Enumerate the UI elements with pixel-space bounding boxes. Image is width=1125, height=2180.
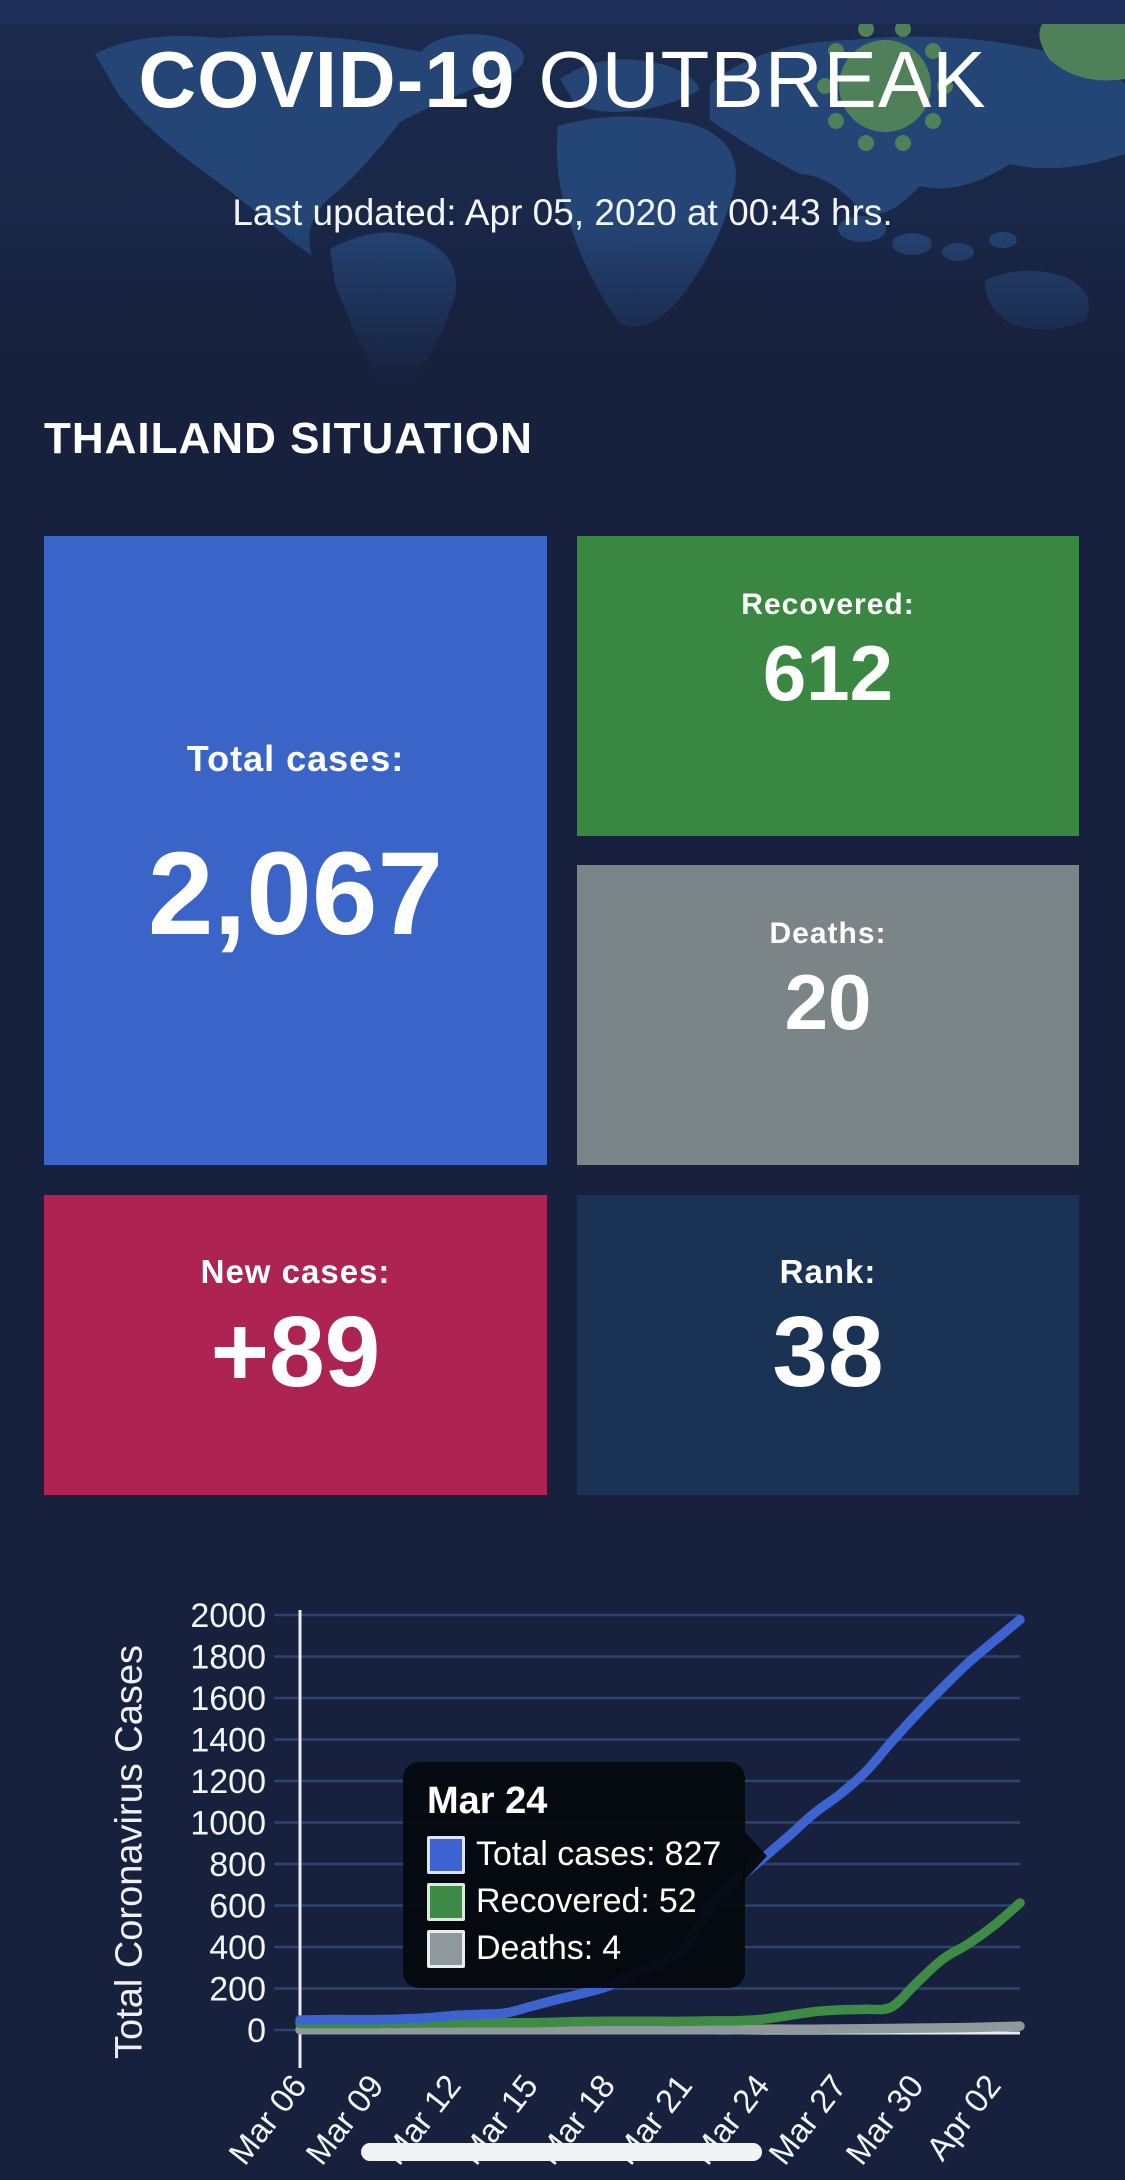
section-title: THAILAND SITUATION [44,414,533,463]
rank-value: 38 [772,1296,884,1408]
svg-text:2000: 2000 [190,1597,266,1635]
svg-text:Mar 06: Mar 06 [221,2068,313,2172]
svg-text:1000: 1000 [190,1805,266,1843]
new-cases-value: +89 [210,1296,381,1408]
tooltip-deaths-value: 4 [602,1929,622,1967]
svg-text:1800: 1800 [190,1639,266,1677]
svg-text:1600: 1600 [190,1680,266,1718]
rank-label: Rank: [779,1253,877,1290]
svg-text:800: 800 [209,1846,266,1884]
new-cases-label: New cases: [200,1253,391,1290]
svg-text:200: 200 [209,1971,266,2009]
last-updated-text: Last updated: Apr 05, 2020 at 00:43 hrs. [232,192,893,233]
total-cases-value: 2,067 [147,828,444,960]
svg-text:1200: 1200 [190,1763,266,1801]
svg-text:0: 0 [247,2012,266,2050]
svg-text:400: 400 [209,1929,266,1967]
header-banner: COVID-19 OUTBREAK Last updated: Apr 05, … [0,24,1125,380]
recovered-swatch-icon [427,1882,465,1921]
card-total-cases: Total cases: 2,067 [44,536,547,1165]
chart-tooltip: Mar 24 Total cases: 827 Recovered: 52 De… [403,1762,767,1988]
deaths-label: Deaths: [769,917,887,950]
total-cases-swatch-icon [427,1835,465,1874]
svg-text:600: 600 [209,1888,266,1926]
deaths-swatch-icon [427,1929,465,1968]
tooltip-date: Mar 24 [427,1780,548,1822]
card-deaths: Deaths: 20 [577,865,1079,1165]
banner-fade-overlay [0,24,1125,380]
page-title: COVID-19 OUTBREAK [0,34,1125,126]
card-new-cases: New cases: +89 [44,1195,547,1495]
svg-text:1400: 1400 [190,1722,266,1760]
horizontal-scrollbar-thumb[interactable] [361,2143,762,2161]
recovered-value: 612 [762,629,894,717]
card-recovered: Recovered: 612 [577,536,1079,836]
tooltip-recovered-value: 52 [658,1882,697,1920]
title-outbreak: OUTBREAK [515,35,987,124]
tooltip-deaths-label: Deaths: [476,1929,594,1967]
tooltip-total-value: 827 [664,1835,722,1873]
tooltip-total-label: Total cases: [476,1835,656,1873]
recovered-label: Recovered: [741,588,915,621]
total-cases-label: Total cases: [186,738,405,779]
svg-text:Mar 30: Mar 30 [838,2068,930,2172]
tooltip-row-total: Total cases: 827 [427,1835,723,1874]
tooltip-row-recovered: Recovered: 52 [427,1882,723,1921]
status-bar [0,0,1125,24]
title-covid: COVID-19 [138,35,516,124]
svg-text:Apr 02: Apr 02 [919,2068,1008,2167]
deaths-value: 20 [784,958,872,1046]
tooltip-recovered-label: Recovered: [476,1882,650,1920]
tooltip-row-deaths: Deaths: 4 [427,1929,723,1968]
card-rank: Rank: 38 [577,1195,1079,1495]
svg-text:Mar 27: Mar 27 [761,2068,853,2172]
